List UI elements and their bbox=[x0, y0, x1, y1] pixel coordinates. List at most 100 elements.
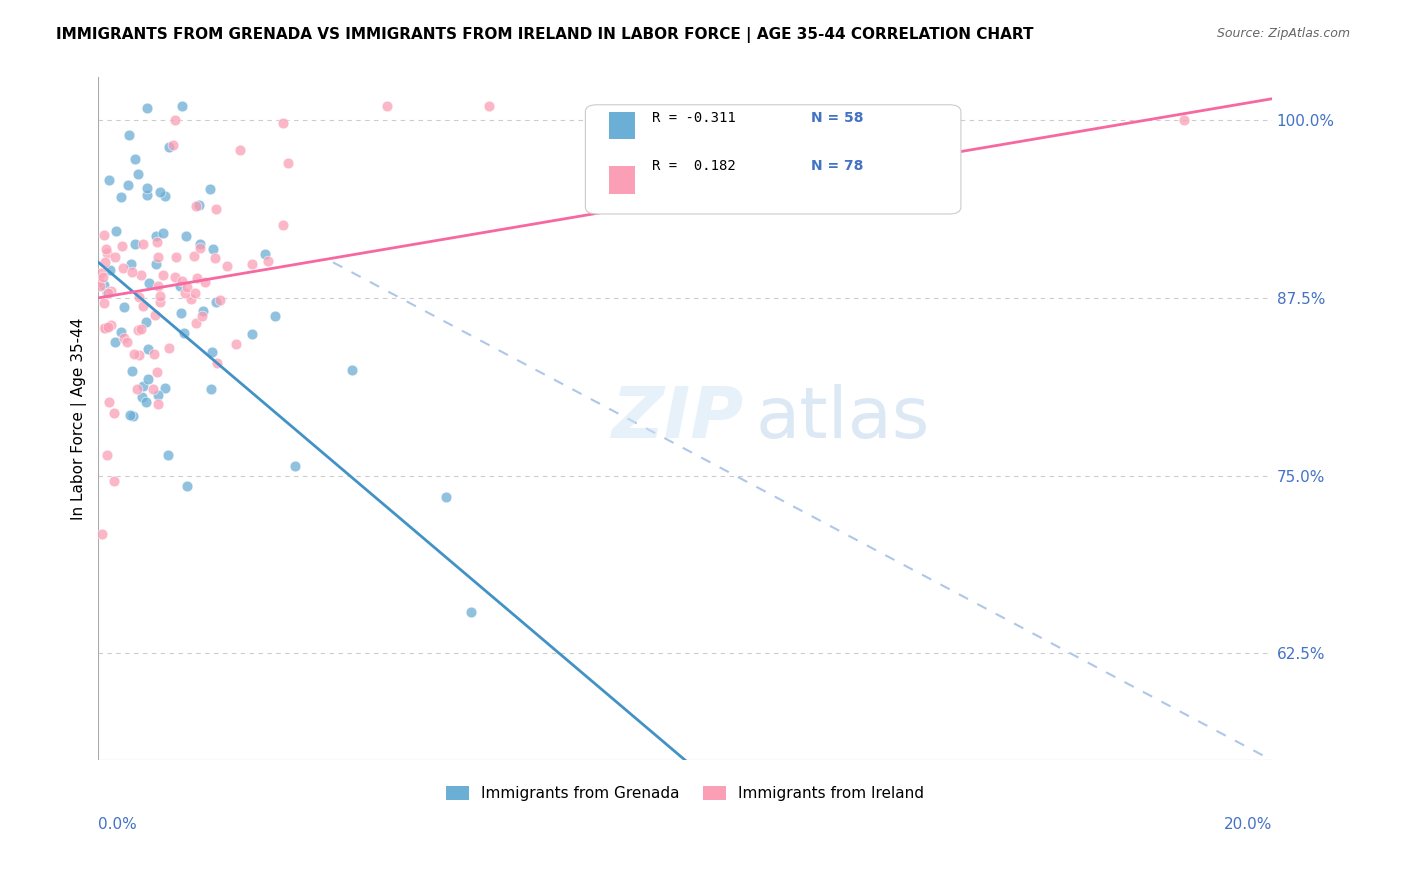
Point bbox=[208, 293, 231, 307]
Text: R = -0.311: R = -0.311 bbox=[652, 112, 735, 126]
Point bbox=[128, 290, 150, 304]
Point bbox=[377, 99, 399, 113]
Point bbox=[145, 365, 167, 379]
Point bbox=[169, 279, 191, 293]
Point bbox=[170, 306, 193, 320]
Point bbox=[149, 185, 172, 199]
Text: R =  0.182: R = 0.182 bbox=[652, 159, 735, 173]
Point bbox=[205, 355, 228, 369]
Point bbox=[271, 218, 294, 232]
Point bbox=[129, 322, 152, 336]
Point bbox=[271, 116, 294, 130]
Point bbox=[342, 363, 364, 377]
Point bbox=[173, 326, 195, 340]
Point bbox=[96, 286, 118, 301]
Point bbox=[135, 315, 157, 329]
Text: 20.0%: 20.0% bbox=[1223, 817, 1272, 832]
Point bbox=[142, 382, 165, 396]
Point bbox=[145, 228, 167, 243]
Point bbox=[194, 275, 217, 289]
Point bbox=[120, 257, 142, 271]
Point bbox=[97, 395, 120, 409]
Point bbox=[94, 320, 117, 334]
Point bbox=[148, 388, 170, 402]
Point bbox=[253, 247, 276, 261]
Point bbox=[98, 172, 121, 186]
Point bbox=[110, 190, 132, 204]
Point bbox=[204, 251, 226, 265]
Point bbox=[165, 113, 187, 128]
Point bbox=[104, 334, 127, 349]
Legend: Immigrants from Grenada, Immigrants from Ireland: Immigrants from Grenada, Immigrants from… bbox=[440, 780, 931, 807]
Point bbox=[94, 243, 117, 257]
Text: 0.0%: 0.0% bbox=[98, 817, 138, 832]
Point bbox=[159, 342, 181, 356]
Point bbox=[96, 448, 118, 462]
Point bbox=[202, 242, 225, 256]
Point bbox=[242, 327, 264, 342]
Point bbox=[200, 182, 222, 196]
Point bbox=[135, 187, 157, 202]
Point bbox=[200, 382, 222, 396]
Point bbox=[136, 342, 159, 356]
Point bbox=[176, 479, 198, 493]
Point bbox=[157, 140, 180, 154]
Point bbox=[96, 285, 118, 300]
Point bbox=[111, 239, 134, 253]
Point bbox=[112, 331, 135, 345]
Point bbox=[152, 268, 174, 282]
Point bbox=[96, 246, 118, 260]
FancyBboxPatch shape bbox=[585, 104, 960, 214]
Point bbox=[188, 236, 211, 251]
Point bbox=[103, 474, 125, 488]
Point bbox=[143, 309, 166, 323]
Point bbox=[148, 396, 170, 410]
Point bbox=[176, 280, 198, 294]
Text: ZIP: ZIP bbox=[612, 384, 744, 453]
Point bbox=[170, 99, 193, 113]
Point bbox=[127, 323, 149, 337]
Point bbox=[128, 348, 150, 362]
Point bbox=[89, 279, 111, 293]
Point bbox=[152, 226, 174, 240]
Point bbox=[146, 235, 169, 250]
Point bbox=[478, 99, 501, 113]
Point bbox=[143, 347, 166, 361]
Point bbox=[100, 284, 122, 298]
Point bbox=[136, 101, 159, 115]
Point bbox=[174, 229, 197, 244]
Point bbox=[131, 268, 153, 282]
Point bbox=[117, 178, 139, 193]
Point bbox=[153, 188, 176, 202]
Point bbox=[132, 300, 155, 314]
Point bbox=[183, 285, 205, 300]
Point bbox=[118, 128, 141, 143]
Point bbox=[215, 259, 238, 273]
Point bbox=[149, 289, 172, 303]
Point bbox=[132, 236, 155, 251]
Point bbox=[98, 263, 121, 277]
Point bbox=[183, 249, 205, 263]
Point bbox=[124, 236, 146, 251]
Point bbox=[132, 379, 155, 393]
Text: IMMIGRANTS FROM GRENADA VS IMMIGRANTS FROM IRELAND IN LABOR FORCE | AGE 35-44 CO: IMMIGRANTS FROM GRENADA VS IMMIGRANTS FR… bbox=[56, 27, 1033, 43]
Point bbox=[1173, 113, 1195, 128]
Point bbox=[256, 253, 278, 268]
Text: atlas: atlas bbox=[755, 384, 929, 453]
Point bbox=[90, 526, 112, 541]
Point bbox=[91, 270, 114, 285]
Point bbox=[264, 309, 287, 323]
Point bbox=[120, 408, 142, 422]
Point bbox=[121, 265, 143, 279]
Point bbox=[93, 227, 115, 242]
Point bbox=[134, 394, 156, 409]
Point bbox=[87, 275, 110, 289]
Point bbox=[136, 181, 159, 195]
Point bbox=[93, 254, 115, 268]
Point bbox=[193, 303, 215, 318]
Point bbox=[165, 250, 187, 264]
Text: Source: ZipAtlas.com: Source: ZipAtlas.com bbox=[1216, 27, 1350, 40]
Point bbox=[121, 364, 143, 378]
Point bbox=[153, 381, 176, 395]
Point bbox=[93, 277, 115, 292]
